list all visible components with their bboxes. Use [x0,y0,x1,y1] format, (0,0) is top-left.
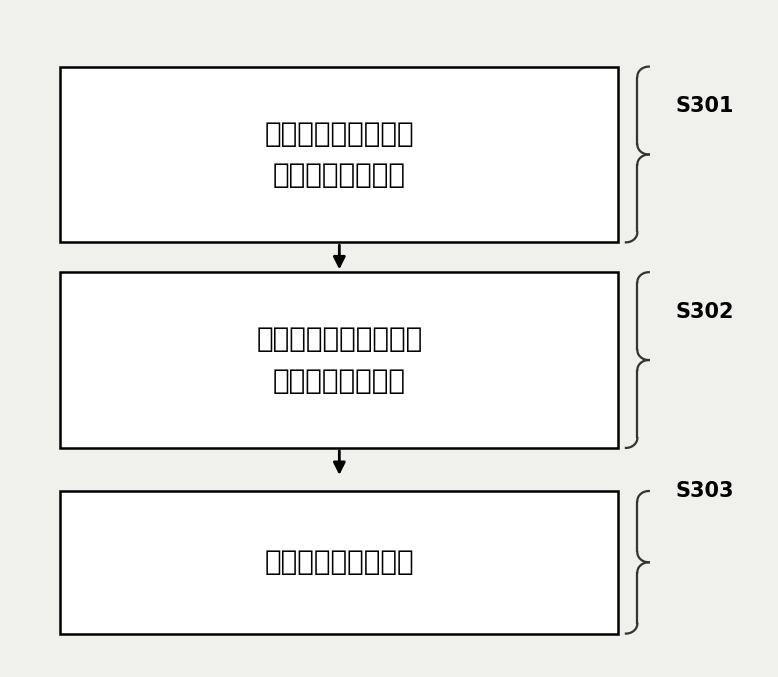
Text: S302: S302 [675,302,734,322]
Text: 产生转出批次号，按照
支付流水进行转账: 产生转出批次号，按照 支付流水进行转账 [256,326,422,395]
FancyBboxPatch shape [61,272,619,448]
FancyBboxPatch shape [61,66,619,242]
Text: S303: S303 [675,481,734,501]
Text: 查找支付流水，按照
认证标识汇总金额: 查找支付流水，按照 认证标识汇总金额 [265,120,414,189]
FancyBboxPatch shape [61,491,619,634]
Text: 转账完成后解冻扣款: 转账完成后解冻扣款 [265,548,414,576]
Text: S301: S301 [675,96,734,116]
